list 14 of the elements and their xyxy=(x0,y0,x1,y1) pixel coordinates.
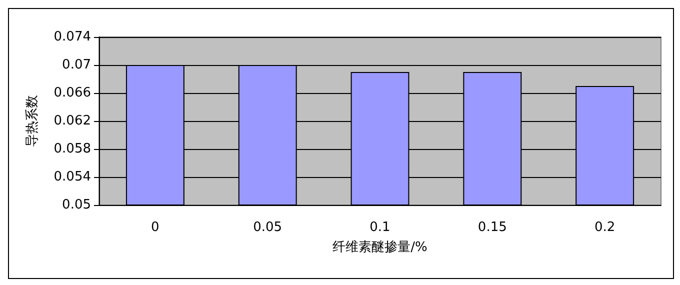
y-tick-label: 0.07 xyxy=(62,58,91,72)
x-tick-label: 0.15 xyxy=(478,220,507,235)
y-tick-label: 0.066 xyxy=(54,86,91,100)
x-tick-label: 0.2 xyxy=(594,220,616,235)
y-tick-label: 0.074 xyxy=(54,30,91,44)
y-tick-label: 0.062 xyxy=(54,114,91,128)
x-tick-label: 0 xyxy=(151,220,160,235)
x-tick-label: 0.05 xyxy=(253,220,282,235)
y-tick-label: 0.054 xyxy=(54,170,91,184)
x-tick-label: 0.1 xyxy=(370,220,390,235)
y-tick-label: 0.058 xyxy=(54,142,91,156)
y-axis-title: 导热系数 xyxy=(25,95,40,147)
y-tick-label: 0.05 xyxy=(62,198,91,212)
x-axis-title: 纤维素醚掺量/% xyxy=(332,240,428,255)
